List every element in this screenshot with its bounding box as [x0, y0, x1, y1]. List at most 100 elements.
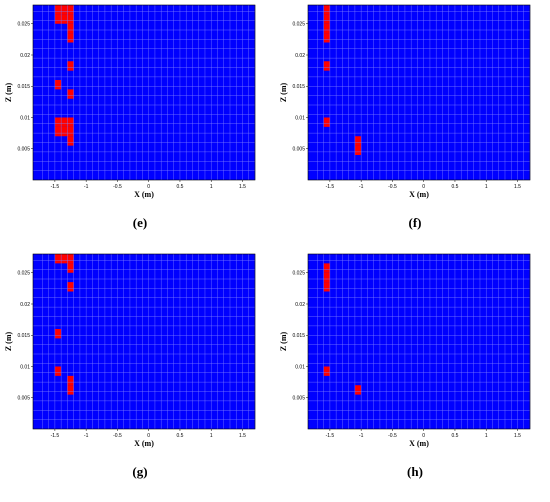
chart-g-cell-4: [67, 282, 74, 292]
chart-g-cell-0: [54, 254, 62, 264]
chart-h-cell-1: [323, 272, 330, 283]
chart-f-ytick-label: 0.02: [295, 53, 305, 59]
chart-f-frame: [307, 4, 531, 181]
chart-panel-e: -1.5 -1 -0.5 0 0.5 1 1.5 0.005 0.01 0.015 0.02 0.02…: [0, 0, 275, 248]
chart-g-xtick-label: 0.5: [176, 433, 183, 439]
chart-g-xlabel: X (m): [134, 439, 154, 448]
chart-h-ytick-label: 0.02: [295, 302, 305, 308]
chart-g-xtick-label: -1: [84, 433, 89, 439]
chart-h-xtick-label: -1: [359, 433, 364, 439]
chart-h-xtick-label: 0.5: [451, 433, 458, 439]
chart-e-xtick-label: -1.5: [51, 184, 60, 190]
chart-e-cell-6: [67, 23, 74, 34]
chart-f-cell-7: [354, 145, 362, 155]
chart-e-cell-3: [54, 14, 62, 24]
chart-e-ytick-label: 0.005: [17, 147, 30, 153]
chart-f-xtick-label: 0: [422, 184, 425, 190]
chart-g-grid: [33, 254, 256, 429]
chart-e-cell-9: [54, 80, 62, 90]
chart-h-cell-2: [323, 282, 330, 292]
chart-h-caption: (h): [407, 464, 423, 479]
chart-e-cell-4: [61, 14, 68, 24]
chart-f-xtick-label: -1: [359, 184, 364, 190]
chart-e-cell-11: [54, 117, 62, 127]
chart-g-xtick-label: 1.5: [239, 433, 246, 439]
chart-g-xtick-label: -0.5: [113, 433, 122, 439]
chart-h-ytick-label: 0.01: [295, 364, 305, 370]
heatmap-chart-e: -1.5 -1 -0.5 0 0.5 1 1.5 0.005 0.01 0.015 0.02 0.02…: [4, 4, 256, 230]
chart-g-xtick-label: -1.5: [51, 433, 60, 439]
chart-e-xtick-label: 1.5: [239, 184, 246, 190]
chart-e-xtick-label: -1: [84, 184, 89, 190]
chart-e-cell-10: [67, 89, 74, 99]
chart-f-cell-5: [323, 117, 330, 127]
chart-f-xtick-label: 0.5: [451, 184, 458, 190]
chart-e-ytick-label: 0.025: [17, 22, 30, 28]
chart-f-cell-1: [323, 14, 330, 24]
chart-g-plot-area: [33, 254, 255, 429]
chart-g-cell-2: [67, 254, 74, 264]
chart-f-cell-0: [323, 5, 330, 15]
chart-e-ylabel: Z (m): [4, 83, 13, 103]
chart-h-grid: [308, 254, 531, 429]
chart-e-xtick-label: 1: [210, 184, 213, 190]
chart-h-plot-area: [308, 254, 530, 429]
chart-e-cell-17: [67, 136, 74, 146]
chart-e-caption: (e): [133, 215, 147, 230]
chart-g-ytick-label: 0.005: [17, 396, 30, 402]
chart-h-xtick-label: 0: [422, 433, 425, 439]
chart-f-cell-2: [323, 23, 330, 34]
chart-f-cell-6: [354, 136, 362, 146]
chart-f-ytick-label: 0.01: [295, 115, 305, 121]
chart-h-cell-4: [354, 385, 362, 395]
chart-f-ytick-label: 0.005: [292, 147, 305, 153]
chart-g-cell-7: [67, 375, 74, 386]
chart-g-ytick-label: 0.025: [17, 271, 30, 277]
heatmap-chart-f: -1.5 -1 -0.5 0 0.5 1 1.5 0.005 0.01 0.015 0.02 0.02…: [279, 4, 531, 230]
heatmap-chart-h: -1.5 -1 -0.5 0 0.5 1 1.5 0.005 0.01 0.015 0.02 0.02…: [279, 253, 531, 479]
chart-f-ytick-label: 0.025: [292, 22, 305, 28]
chart-g-cell-3: [67, 263, 74, 273]
chart-e-cell-1: [61, 5, 68, 15]
chart-g-cell-8: [67, 385, 74, 395]
chart-f-plot-area: [308, 5, 530, 180]
chart-e-cell-5: [67, 14, 74, 24]
chart-e-ytick-label: 0.015: [17, 84, 30, 90]
chart-panel-f: -1.5 -1 -0.5 0 0.5 1 1.5 0.005 0.01 0.015 0.02 0.02…: [275, 0, 550, 248]
chart-g-ytick-label: 0.02: [20, 302, 30, 308]
chart-f-xtick-label: 1.5: [514, 184, 521, 190]
chart-g-ytick-label: 0.015: [17, 333, 30, 339]
chart-f-xtick-label: -0.5: [388, 184, 397, 190]
chart-g-xtick-label: 1: [210, 433, 213, 439]
chart-g-frame: [32, 253, 256, 430]
chart-f-cell-3: [323, 33, 330, 43]
chart-g-caption: (g): [132, 464, 147, 479]
chart-g-cell-5: [54, 329, 62, 339]
chart-h-xtick-label: 1.5: [514, 433, 521, 439]
chart-h-frame: [307, 253, 531, 430]
chart-panel-h: -1.5 -1 -0.5 0 0.5 1 1.5 0.005 0.01 0.015 0.02 0.02…: [275, 249, 550, 497]
chart-f-ylabel: Z (m): [279, 83, 288, 103]
chart-h-ytick-label: 0.015: [292, 333, 305, 339]
chart-h-cell-0: [323, 263, 330, 273]
chart-e-cell-15: [61, 126, 68, 137]
chart-h-ylabel: Z (m): [279, 332, 288, 352]
chart-g-ylabel: Z (m): [4, 332, 13, 352]
chart-h-xlabel: X (m): [409, 439, 429, 448]
chart-h-cell-3: [323, 366, 330, 376]
chart-e-frame: [32, 4, 256, 181]
chart-h-xtick-label: 1: [485, 433, 488, 439]
chart-e-xlabel: X (m): [134, 190, 154, 199]
chart-e-plot-area: [33, 5, 255, 180]
chart-f-xtick-label: 1: [485, 184, 488, 190]
chart-f-xtick-label: -1.5: [326, 184, 335, 190]
chart-f-ytick-label: 0.015: [292, 84, 305, 90]
chart-e-cell-12: [61, 117, 68, 127]
chart-e-xtick-label: 0: [147, 184, 150, 190]
chart-e-cell-0: [54, 5, 62, 15]
chart-h-xtick-label: -0.5: [388, 433, 397, 439]
chart-f-caption: (f): [409, 215, 422, 230]
chart-h-xtick-label: -1.5: [326, 433, 335, 439]
chart-e-ytick-label: 0.01: [20, 115, 30, 121]
chart-f-xlabel: X (m): [409, 190, 429, 199]
